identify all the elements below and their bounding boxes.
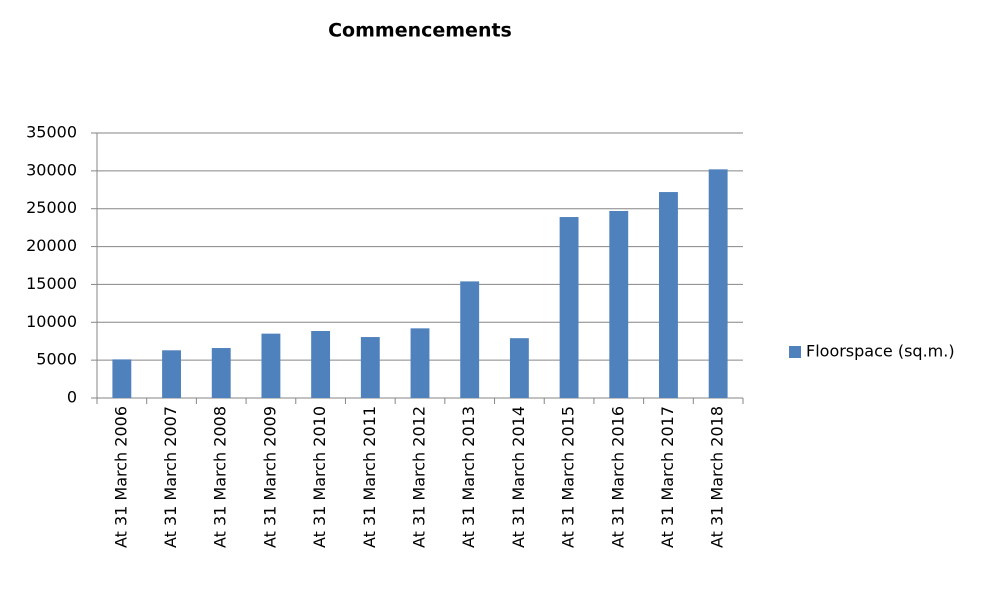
y-tick-label: 20000	[26, 236, 77, 255]
bar	[609, 210, 629, 398]
x-tick-label: At 31 March 2010	[310, 406, 329, 548]
x-tick-label: At 31 March 2013	[459, 406, 478, 548]
bar	[509, 338, 529, 398]
y-tick-label: 35000	[26, 123, 77, 142]
x-tick-label: At 31 March 2017	[658, 406, 677, 548]
bar	[410, 328, 430, 398]
x-tick-label: At 31 March 2007	[161, 406, 180, 548]
bar	[261, 333, 281, 398]
bar	[659, 192, 678, 398]
legend-swatch	[789, 346, 801, 358]
x-tick-label: At 31 March 2008	[211, 406, 230, 548]
x-tick-label: At 31 March 2015	[559, 406, 578, 548]
chart-title: Commencements	[328, 20, 512, 42]
y-tick-label: 5000	[36, 350, 77, 369]
y-tick-label: 30000	[26, 160, 77, 179]
y-tick-label: 15000	[26, 274, 77, 293]
x-tick-label: At 31 March 2006	[111, 406, 130, 548]
bar	[311, 330, 331, 398]
bar	[360, 337, 380, 398]
y-tick-label: 0	[67, 388, 77, 407]
bar	[460, 281, 480, 398]
y-tick-label: 10000	[26, 312, 77, 331]
x-tick-label: At 31 March 2012	[410, 406, 429, 548]
bar	[211, 348, 231, 398]
bar	[708, 169, 728, 398]
bar	[559, 217, 579, 398]
x-tick-label: At 31 March 2018	[708, 406, 727, 548]
x-tick-label: At 31 March 2011	[360, 406, 379, 548]
y-tick-label: 25000	[26, 198, 77, 217]
legend-label: Floorspace (sq.m.)	[806, 342, 955, 361]
x-tick-label: At 31 March 2009	[260, 406, 279, 548]
bar	[162, 350, 181, 398]
bar	[112, 359, 132, 398]
x-tick-label: At 31 March 2016	[608, 406, 627, 548]
x-tick-label: At 31 March 2014	[509, 406, 528, 548]
